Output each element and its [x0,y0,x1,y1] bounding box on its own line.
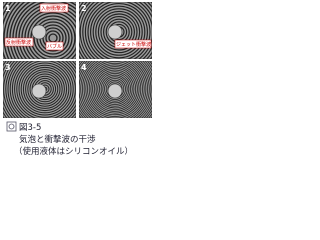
panel-label: ジェット衝撃波 [116,41,151,48]
fringe [85,61,145,118]
panel-number: 3 [5,63,11,72]
fringe [79,61,152,118]
fringe [102,76,128,102]
fringe [14,61,76,118]
fringe [82,61,148,118]
fringe [3,61,76,118]
fringe [87,2,151,59]
fringe [100,13,138,51]
figure-icon [8,123,15,130]
fringe [3,2,21,59]
label-box [39,3,69,13]
figure-icon [6,121,17,132]
fringe [93,67,137,111]
bubble [31,24,47,40]
fringe [90,64,140,114]
fringe [95,69,135,109]
fringe [18,62,72,116]
fringe [97,71,133,107]
caption-title: 気泡と衝撃波の干渉 [19,134,96,145]
label-box [4,37,34,47]
bubble [107,24,123,40]
panel-label: バブル [47,43,62,50]
fringe [87,61,143,117]
figure-page: 1 2 3 4 入射衝撃波 反射衝撃波 バブル ジェット衝撃波 図3-5 気泡と衝撃波… [3,2,152,157]
caption-note: （使用液体はシリコンオイル） [14,146,133,157]
fringe [33,18,73,58]
fringe [16,61,74,118]
bubble [31,83,47,99]
fringe [92,5,146,59]
fringe [9,61,76,118]
fringe [92,66,138,112]
fringe [99,73,131,105]
fringe [7,61,76,118]
label-box [45,41,64,51]
panel-labels: 入射衝撃波 反射衝撃波 バブル ジェット衝撃波 [4,3,152,51]
photo [79,61,152,118]
panel-number: 4 [81,63,87,72]
panel-number: 1 [5,4,11,13]
photo [79,2,152,59]
fringe [100,74,130,104]
fringe [5,61,76,118]
fringe [83,61,147,118]
panel-number: 2 [81,4,87,13]
fringe [79,2,152,59]
panel-label: 入射衝撃波 [41,5,66,12]
caption: 図3-5 気泡と衝撃波の干渉 （使用液体はシリコンオイル） [6,121,133,157]
fringe [82,2,152,59]
fringe [84,2,152,59]
fringe [104,78,126,100]
photo [3,61,76,118]
fringe [27,71,63,107]
fringe [11,61,76,118]
fringe [97,10,141,54]
fringe [25,69,65,109]
fringe [88,62,142,116]
bubble [107,83,123,99]
fringe [80,61,150,118]
fringe [95,8,143,56]
fringe [20,64,70,114]
label-box [114,39,152,49]
panel-label: 反射衝撃波 [6,39,31,46]
caption-number: 図3-5 [19,123,41,133]
fringe [22,66,68,112]
fringe [90,3,148,59]
fringe [29,73,61,105]
